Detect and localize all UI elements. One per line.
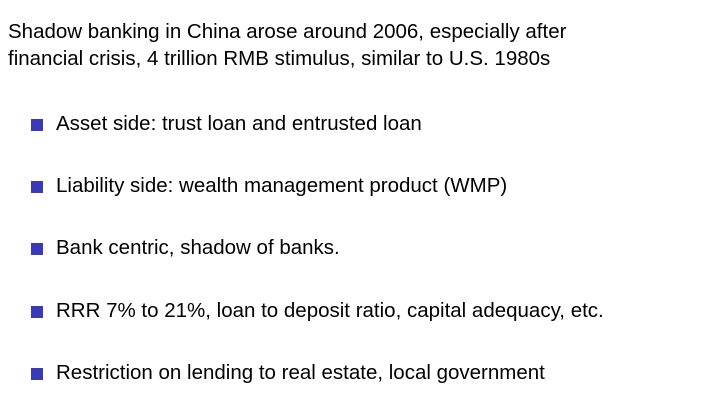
bullet-text: Asset side: trust loan and entrusted loa… bbox=[56, 112, 422, 135]
bullet-text: RRR 7% to 21%, loan to deposit ratio, ca… bbox=[56, 299, 604, 322]
square-bullet-icon bbox=[31, 181, 43, 193]
bullet-text: Bank centric, shadow of banks. bbox=[56, 236, 340, 259]
square-bullet-icon bbox=[31, 306, 43, 318]
square-bullet-icon bbox=[31, 243, 43, 255]
square-bullet-icon bbox=[31, 119, 43, 131]
intro-line-1: Shadow banking in China arose around 200… bbox=[8, 20, 567, 43]
intro-paragraph: Shadow banking in China arose around 200… bbox=[8, 18, 698, 72]
bullet-text: Restriction on lending to real estate, l… bbox=[56, 361, 545, 384]
intro-line-2: financial crisis, 4 trillion RMB stimulu… bbox=[8, 47, 551, 70]
square-bullet-icon bbox=[31, 368, 43, 380]
bullet-text: Liability side: wealth management produc… bbox=[56, 174, 508, 197]
